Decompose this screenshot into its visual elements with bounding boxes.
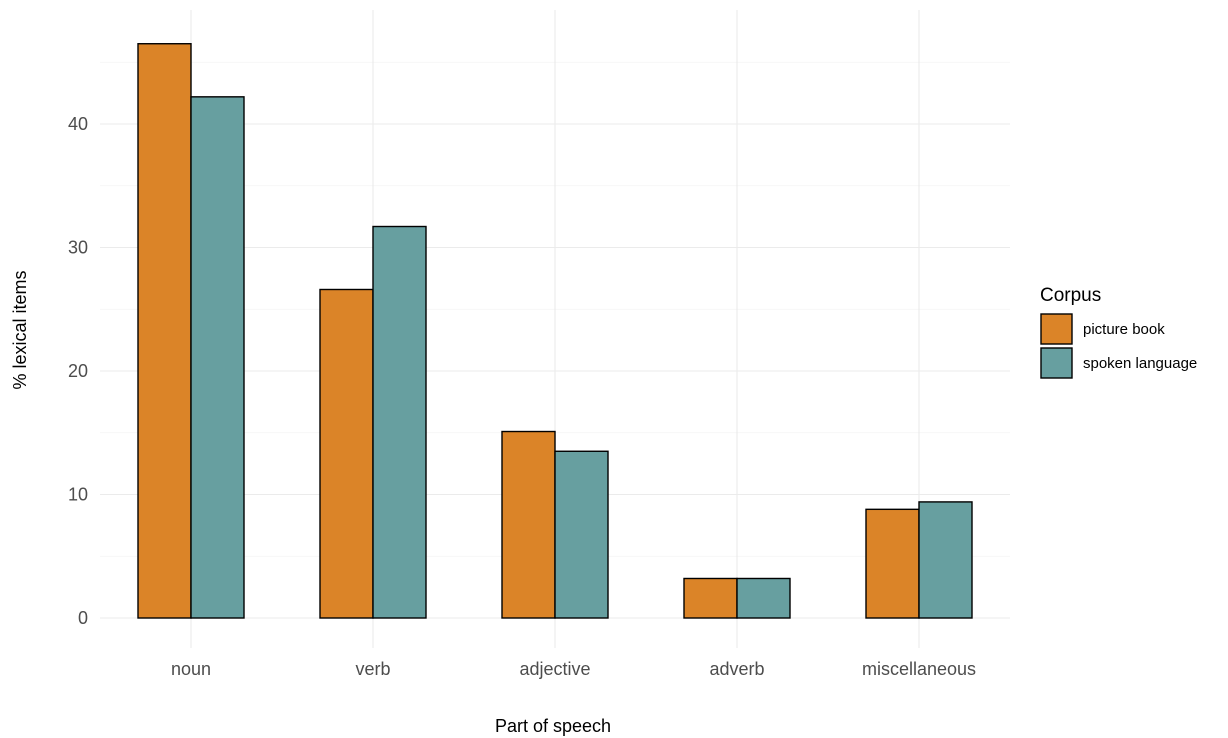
legend-title: Corpus <box>1040 285 1101 306</box>
x-tick-label-noun: noun <box>171 659 211 679</box>
y-tick-label: 20 <box>68 361 88 381</box>
bar-spoken-language-verb <box>372 225 427 619</box>
y-tick-label: 10 <box>68 485 88 505</box>
y-tick-label: 30 <box>68 238 88 258</box>
x-tick-label-verb: verb <box>355 659 390 679</box>
y-axis-tick-labels: 0 10 20 30 40 <box>68 114 88 628</box>
bar-spoken-language-miscellaneous <box>918 501 973 619</box>
bar-picture-book-noun <box>137 43 192 619</box>
x-tick-label-adjective: adjective <box>519 659 590 679</box>
legend-label-picture-book: picture book <box>1083 321 1165 338</box>
bar-spoken-language-adjective <box>554 450 609 619</box>
bar-picture-book-verb <box>319 288 374 619</box>
x-axis-title: Part of speech <box>495 716 611 736</box>
bar-picture-book-adjective <box>501 430 556 619</box>
bars <box>137 43 973 619</box>
x-tick-label-miscellaneous: miscellaneous <box>862 659 976 679</box>
bar-picture-book-adverb <box>683 577 738 619</box>
legend-items: picture book spoken language <box>1040 313 1197 379</box>
legend-key-picture-book <box>1040 313 1073 345</box>
y-tick-label: 40 <box>68 114 88 134</box>
x-tick-label-adverb: adverb <box>709 659 764 679</box>
bar-picture-book-miscellaneous <box>865 508 920 619</box>
legend-key-spoken-language <box>1040 347 1073 379</box>
legend-label-spoken-language: spoken language <box>1083 355 1197 372</box>
legend: Corpus picture book spoken language <box>1040 285 1197 379</box>
x-axis-tick-labels: noun verb adjective adverb miscellaneous <box>171 659 976 679</box>
y-tick-label: 0 <box>78 608 88 628</box>
bar-spoken-language-adverb <box>736 577 791 619</box>
bar-spoken-language-noun <box>190 96 245 619</box>
y-axis-title: % lexical items <box>10 270 30 389</box>
